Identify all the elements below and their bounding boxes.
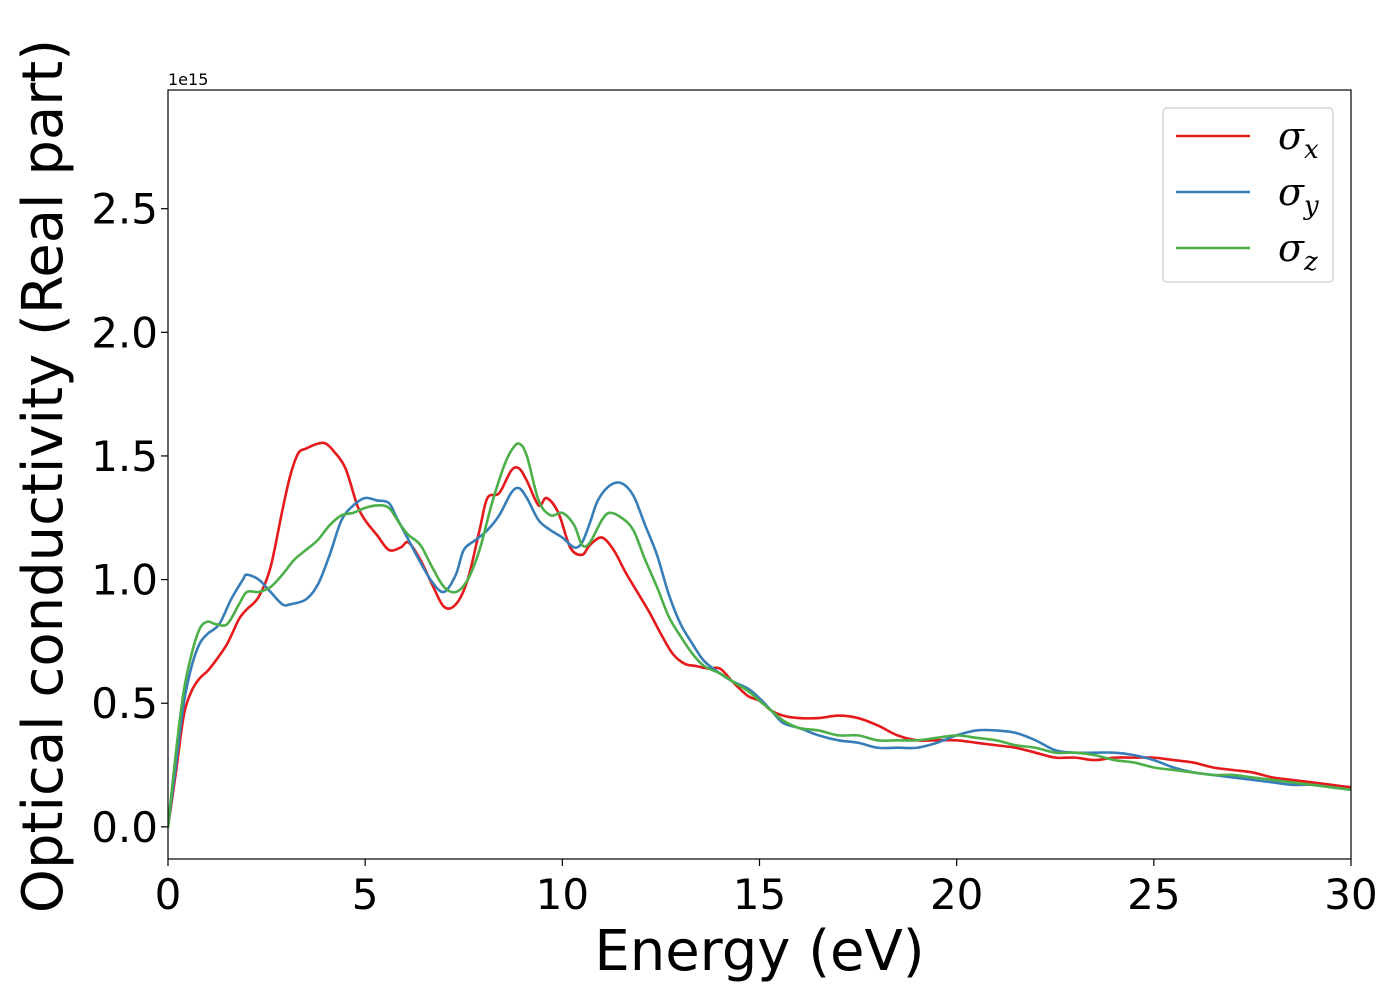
y-tick-label: 2.0	[91, 308, 158, 357]
x-axis-ticks: 0 5 10 15 20 25 30	[155, 859, 1378, 919]
x-tick-label: 5	[352, 870, 379, 919]
legend-label-sigma-z: σz	[1278, 226, 1318, 277]
x-tick-label: 15	[733, 870, 786, 919]
series-layer	[168, 441, 1351, 829]
legend-label-sigma-x: σx	[1278, 114, 1319, 165]
x-tick-label: 20	[930, 870, 983, 919]
x-tick-label: 30	[1324, 870, 1377, 919]
y-offset-text: 1e15	[168, 70, 208, 89]
x-tick-label: 0	[155, 870, 182, 919]
x-tick-label: 10	[536, 870, 589, 919]
y-tick-label: 0.0	[91, 803, 158, 852]
x-axis-title: Energy (eV)	[594, 919, 924, 984]
plot-area	[167, 89, 1352, 860]
series-line-sigma-z	[168, 442, 1351, 829]
legend-label-sigma-y: σy	[1278, 170, 1319, 221]
y-tick-label: 1.5	[91, 432, 158, 481]
legend-frame	[1162, 107, 1334, 283]
y-tick-label: 2.5	[91, 185, 158, 234]
y-axis-ticks: 0.0 0.5 1.0 1.5 2.0 2.5	[91, 185, 168, 852]
series-line-sigma-x	[168, 441, 1351, 829]
y-tick-label: 0.5	[91, 679, 158, 728]
x-tick-label: 25	[1127, 870, 1180, 919]
y-axis-title: Optical conductivity (Real part)	[11, 39, 76, 913]
y-tick-label: 1.0	[91, 556, 158, 605]
